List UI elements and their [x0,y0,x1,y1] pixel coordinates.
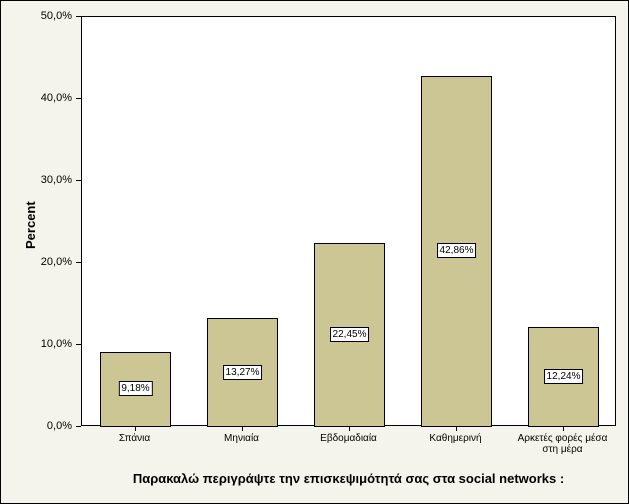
bar-value-label: 22,45% [330,327,370,342]
x-tick-label: Μηνιαία [188,433,295,444]
x-tick [563,426,564,431]
x-tick-label: Αρκετές φορές μέσα στη μέρα [509,433,616,455]
y-tick [76,16,81,17]
bar-value-label: 9,18% [118,381,152,396]
x-tick-label: Σπάνια [81,433,188,444]
x-tick [242,426,243,431]
y-tick [76,180,81,181]
x-axis-label: Παρακαλώ περιγράψτε την επισκεψιμότητά σ… [81,471,616,486]
x-tick [349,426,350,431]
bar-value-label: 42,86% [437,243,477,258]
y-tick-label: 40,0% [1,92,72,104]
bar-value-label: 13,27% [223,365,263,380]
bar-value-label: 12,24% [544,369,584,384]
y-tick [76,344,81,345]
y-tick-label: 30,0% [1,174,72,186]
y-tick [76,262,81,263]
y-tick-label: 10,0% [1,338,72,350]
y-tick-label: 50,0% [1,10,72,22]
y-tick-label: 0,0% [1,420,72,432]
x-tick [456,426,457,431]
y-axis-label: Percent [23,201,38,249]
y-tick-label: 20,0% [1,256,72,268]
x-tick-label: Εβδομαδιαία [295,433,402,444]
y-tick [76,426,81,427]
x-tick [135,426,136,431]
y-tick [76,98,81,99]
chart-container: 9,18% 13,27% 22,45% 42,86% 12,24% Percent Πα… [0,0,629,504]
x-tick-label: Καθημερινή [402,433,509,444]
plot-area: 9,18% 13,27% 22,45% 42,86% 12,24% [81,16,616,426]
